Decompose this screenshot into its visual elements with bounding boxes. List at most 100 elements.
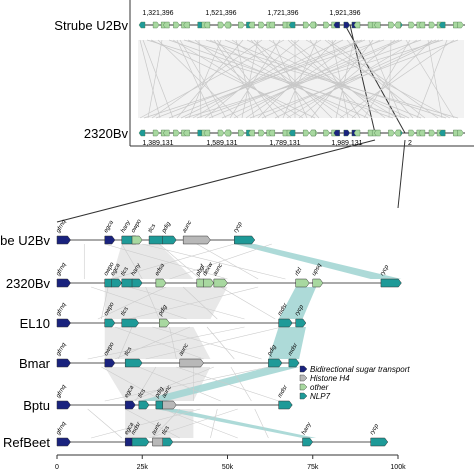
gene-arrow xyxy=(179,358,204,368)
alignment-line xyxy=(327,39,439,119)
alignment-line xyxy=(138,366,221,402)
alignment-line xyxy=(206,326,235,360)
alignment-line xyxy=(172,39,304,119)
tick-label: 1,989,131 xyxy=(331,140,362,147)
alignment-line xyxy=(272,39,308,119)
alignment-line xyxy=(147,39,163,119)
tick-label: 1,389,131 xyxy=(142,140,173,147)
gene-arrow xyxy=(374,21,381,29)
gene-label: aunc xyxy=(182,220,194,234)
gene-arrow xyxy=(288,129,296,137)
alignment-line xyxy=(245,39,359,119)
alignment-line xyxy=(128,286,245,320)
gene-label: aunc xyxy=(161,385,173,399)
gene-arrow xyxy=(370,437,389,447)
gene-arrow xyxy=(56,318,71,328)
alignment-line xyxy=(335,39,355,119)
gene-arrow xyxy=(303,129,310,137)
alignment-line xyxy=(146,39,406,119)
alignment-line xyxy=(204,39,300,119)
gene-label: tlcs xyxy=(120,266,130,277)
gene-arrow xyxy=(217,129,225,137)
alignment-line xyxy=(368,39,402,119)
alignment-line xyxy=(196,39,422,119)
alignment-line xyxy=(388,39,392,119)
gene-label: gfrnq xyxy=(56,384,68,399)
gene-arrow xyxy=(268,358,283,368)
gene-arrow xyxy=(288,21,296,29)
alignment-line xyxy=(205,39,447,119)
alignment-line xyxy=(143,39,385,119)
gene-arrow xyxy=(353,21,361,29)
alignment-line xyxy=(104,243,228,280)
gene-arrow xyxy=(131,437,150,447)
tick-label: 1,321,396 xyxy=(142,10,173,17)
axis-label: 25k xyxy=(137,464,149,471)
alignment-line xyxy=(176,39,244,119)
alignment-line xyxy=(229,39,281,119)
gene-arrow xyxy=(111,278,123,288)
track-label: Strube U2Bv xyxy=(0,233,50,248)
gene-arrow xyxy=(258,129,265,137)
tick-label: 1,521,396 xyxy=(205,10,236,17)
axis-label: 75k xyxy=(307,464,319,471)
alignment-line xyxy=(176,366,279,402)
legend-label: Histone H4 xyxy=(310,374,350,383)
gene-label: hany xyxy=(301,421,313,436)
alignment-line xyxy=(241,39,259,119)
alignment-line xyxy=(125,408,180,439)
legend-swatch xyxy=(299,374,308,382)
alignment-line xyxy=(363,39,411,119)
gene-arrow xyxy=(162,235,177,245)
gene-arrow xyxy=(238,21,245,29)
alignment-line xyxy=(208,39,400,119)
synteny-band xyxy=(104,327,211,359)
gene-arrow xyxy=(183,21,190,29)
genome-label: Strube U2Bv xyxy=(54,18,128,33)
gene-arrow xyxy=(131,235,143,245)
gene-label: aunc xyxy=(151,422,163,436)
tick-label: 1,721,396 xyxy=(267,10,298,17)
gene-arrow xyxy=(223,129,231,137)
gene-arrow xyxy=(203,21,211,29)
alignment-line xyxy=(249,39,459,119)
gene-arrow xyxy=(268,129,275,137)
gene-label: gfrnq xyxy=(56,262,68,277)
alignment-line xyxy=(287,39,373,119)
track-label: 2320Bv xyxy=(6,276,51,291)
alignment-line xyxy=(131,366,214,402)
gene-arrow xyxy=(203,278,215,288)
alignment-line xyxy=(188,39,222,119)
alignment-line xyxy=(150,39,316,119)
alignment-line xyxy=(253,39,333,119)
alignment-line xyxy=(213,39,267,119)
alignment-line xyxy=(145,326,283,360)
gene-arrow xyxy=(213,278,228,288)
alignment-line xyxy=(209,39,357,119)
gene-arrow xyxy=(278,318,293,328)
gene-label: egca xyxy=(103,219,115,234)
gene-label: pdig xyxy=(157,304,169,318)
gene-label: pdig xyxy=(266,344,278,358)
gene-arrow xyxy=(418,21,426,29)
alignment-line xyxy=(180,39,344,119)
legend-swatch xyxy=(299,383,308,391)
alignment-line xyxy=(224,39,422,119)
gene-arrow xyxy=(388,21,395,29)
legend-swatch xyxy=(299,365,308,373)
axis-label: 50k xyxy=(222,464,234,471)
alignment-line xyxy=(221,39,403,119)
alignment-line xyxy=(290,39,386,119)
gene-label: tlcs xyxy=(137,388,147,399)
gene-arrow xyxy=(56,235,71,245)
gene-arrow xyxy=(309,21,316,29)
gene-arrow xyxy=(438,129,446,137)
legend-swatch xyxy=(299,392,308,400)
alignment-line xyxy=(282,39,318,119)
gene-label: rycp xyxy=(294,304,305,317)
alignment-line xyxy=(216,39,280,119)
alignment-line xyxy=(233,39,381,119)
gene-arrow xyxy=(380,278,402,288)
axis-label: 100k xyxy=(390,464,406,471)
